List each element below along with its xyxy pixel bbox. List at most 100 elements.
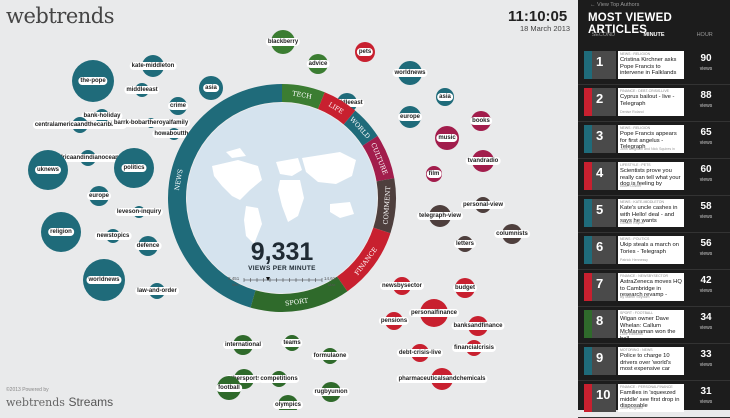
topic-bubble-label: crime <box>167 102 189 110</box>
most-viewed-panel: ← View Top Authors MOST VIEWED ARTICLES … <box>578 0 730 418</box>
article-card: NEWS : KATE-MIDDLETON Kate's uncle cashe… <box>618 199 684 227</box>
section-color-bar <box>584 162 592 190</box>
article-title: Scientists prove you really can tell wha… <box>620 168 681 188</box>
article-views-label: views <box>699 103 713 109</box>
article-author: Luke Edwards <box>620 332 643 336</box>
panel-title: MOST VIEWED ARTICLES <box>588 12 672 36</box>
ring-segment-culture[interactable] <box>362 135 395 182</box>
article-views-label: views <box>699 362 713 368</box>
topic-bubble-label: middleeast <box>329 99 365 107</box>
section-color-bar <box>584 347 592 375</box>
topic-bubble-label: budget <box>453 284 477 292</box>
topic-bubble-label: personal-view <box>460 201 506 209</box>
article-rank: 7 <box>596 276 604 291</box>
article-thumbnail <box>592 347 616 375</box>
article-thumbnail <box>592 310 616 338</box>
article-title: Wigan owner Dave Whelan: Callum McManama… <box>620 316 676 342</box>
article-rank: 2 <box>596 91 604 106</box>
continent-shape <box>226 148 246 158</box>
clock-time: 11:10:05 <box>508 8 568 25</box>
article-thumbnail <box>592 273 616 301</box>
article-views-label: views <box>699 288 713 294</box>
topic-bubble-label: othersports <box>225 375 263 383</box>
article-row[interactable]: 1 NEWS : RELIGION Cristina Kirchner asks… <box>578 48 730 85</box>
article-thumbnail <box>592 236 616 264</box>
webtrends-logo: webtrends <box>6 4 115 28</box>
article-author: Patrick Hennessy <box>620 258 648 262</box>
article-views: 60 <box>700 164 712 175</box>
topic-bubble-label: bank-holiday <box>81 112 123 120</box>
powered-by: ©2013 Powered by <box>6 387 49 393</box>
ring-segment-comment[interactable] <box>373 178 396 234</box>
article-category: NEWS : RELIGION <box>620 52 651 56</box>
tab-hour[interactable]: HOUR <box>696 32 713 38</box>
ring-label-sport: SPORT <box>285 297 310 308</box>
topic-bubble-label: rugbyunion <box>312 388 350 396</box>
article-thumbnail <box>592 162 616 190</box>
article-row[interactable]: 3 NEWS : RELIGION Pope Francis appears f… <box>578 122 730 159</box>
topic-bubble-label: leveson-inquiry <box>114 208 164 216</box>
article-category: NEWS : RELIGION <box>620 126 651 130</box>
topic-bubble-label: financialcrisis <box>451 344 497 352</box>
section-color-bar <box>584 236 592 264</box>
section-color-bar <box>584 310 592 338</box>
article-category: SPORT : FOOTBALL <box>620 311 654 315</box>
section-color-bar <box>584 384 592 412</box>
article-category: NEWS : KATE-MIDDLETON <box>620 200 665 204</box>
article-rank: 4 <box>596 165 604 180</box>
article-row[interactable]: 2 FINANCE : DEBT-CRISIS-LIVE Cyprus bail… <box>578 85 730 122</box>
max-unit: Max <box>328 282 336 287</box>
section-color-bar <box>584 51 592 79</box>
article-author: Denise Roland <box>620 110 644 114</box>
ring-segment-world[interactable] <box>343 110 378 146</box>
topic-bubble-label: teams <box>281 339 303 347</box>
section-color-bar <box>584 199 592 227</box>
article-category: FINANCE : PERSONALFINANCE <box>620 385 673 389</box>
view-top-authors-link[interactable]: ← View Top Authors <box>590 2 640 8</box>
article-card: NEWS : RELIGION Pope Francis appears for… <box>618 125 684 153</box>
max-value: 14,610 <box>324 276 338 281</box>
article-row[interactable]: 10 FINANCE : PERSONALFINANCE Families in… <box>578 381 730 418</box>
article-category: FINANCE : NEWSBYSECTOR <box>620 274 668 278</box>
topic-bubble-label: kate-middleton <box>129 62 177 70</box>
topic-bubble-label: books <box>470 117 492 125</box>
topic-bubble-label: asia <box>203 84 219 92</box>
article-row[interactable]: 8 SPORT : FOOTBALL Wigan owner Dave Whel… <box>578 307 730 344</box>
article-views: 42 <box>700 275 712 286</box>
article-views-label: views <box>699 177 713 183</box>
article-views-label: views <box>699 214 713 220</box>
article-row[interactable]: 4 LIFESTYLE : PETS Scientists prove you … <box>578 159 730 196</box>
ring-segment-news[interactable] <box>167 84 282 308</box>
article-card: FINANCE : DEBT-CRISIS-LIVE Cyprus bailou… <box>618 88 684 116</box>
streams-brand-a: webtrends <box>6 396 65 409</box>
article-author: John Bingham <box>620 406 643 410</box>
tab-second[interactable]: SECOND <box>591 32 616 38</box>
topic-bubble-label: formulaone <box>311 352 349 360</box>
article-rank: 6 <box>596 239 604 254</box>
article-row[interactable]: 9 MOTORING : NEWS Police to charge 10 dr… <box>578 344 730 381</box>
visualization-stage: webtrends 11:10:05 18 March 2013 the-pop… <box>6 4 570 410</box>
article-title: Cyprus bailout - live - Telegraph <box>620 94 675 107</box>
topic-bubble-label: howaboutthat <box>152 130 196 138</box>
topic-bubble-label: barrk-bobartheroyalfamily <box>111 119 191 127</box>
ring-segment-tech[interactable] <box>282 84 325 109</box>
article-thumbnail <box>592 384 616 412</box>
tab-minute[interactable]: MINUTE <box>643 32 665 38</box>
article-title: Pope Francis appears for first angelus -… <box>620 131 677 151</box>
topic-bubble-label: newstopics <box>94 232 132 240</box>
min-value: 8,451 <box>228 276 240 281</box>
article-row[interactable]: 6 NEWS : POLITICS Ukip steals a march on… <box>578 233 730 270</box>
topic-bubble-label: europe <box>397 113 423 121</box>
topic-bubble-label: pensions <box>378 317 410 325</box>
topic-bubble-label: debt-crisis-live <box>396 349 444 357</box>
article-thumbnail <box>592 199 616 227</box>
article-rank: 5 <box>596 202 604 217</box>
article-card: MOTORING : NEWS Police to charge 10 driv… <box>618 347 684 375</box>
ring-label-finance: FINANCE <box>353 246 379 277</box>
article-row[interactable]: 5 NEWS : KATE-MIDDLETON Kate's uncle cas… <box>578 196 730 233</box>
topic-bubble-label: banksandfinance <box>451 322 505 330</box>
topic-bubble-label: middleeast <box>124 86 160 94</box>
center-label: VIEWS PER MINUTE <box>248 265 316 272</box>
center-value: 9,331 <box>250 238 314 266</box>
article-row[interactable]: 7 FINANCE : NEWSBYSECTOR AstraZeneca mov… <box>578 270 730 307</box>
